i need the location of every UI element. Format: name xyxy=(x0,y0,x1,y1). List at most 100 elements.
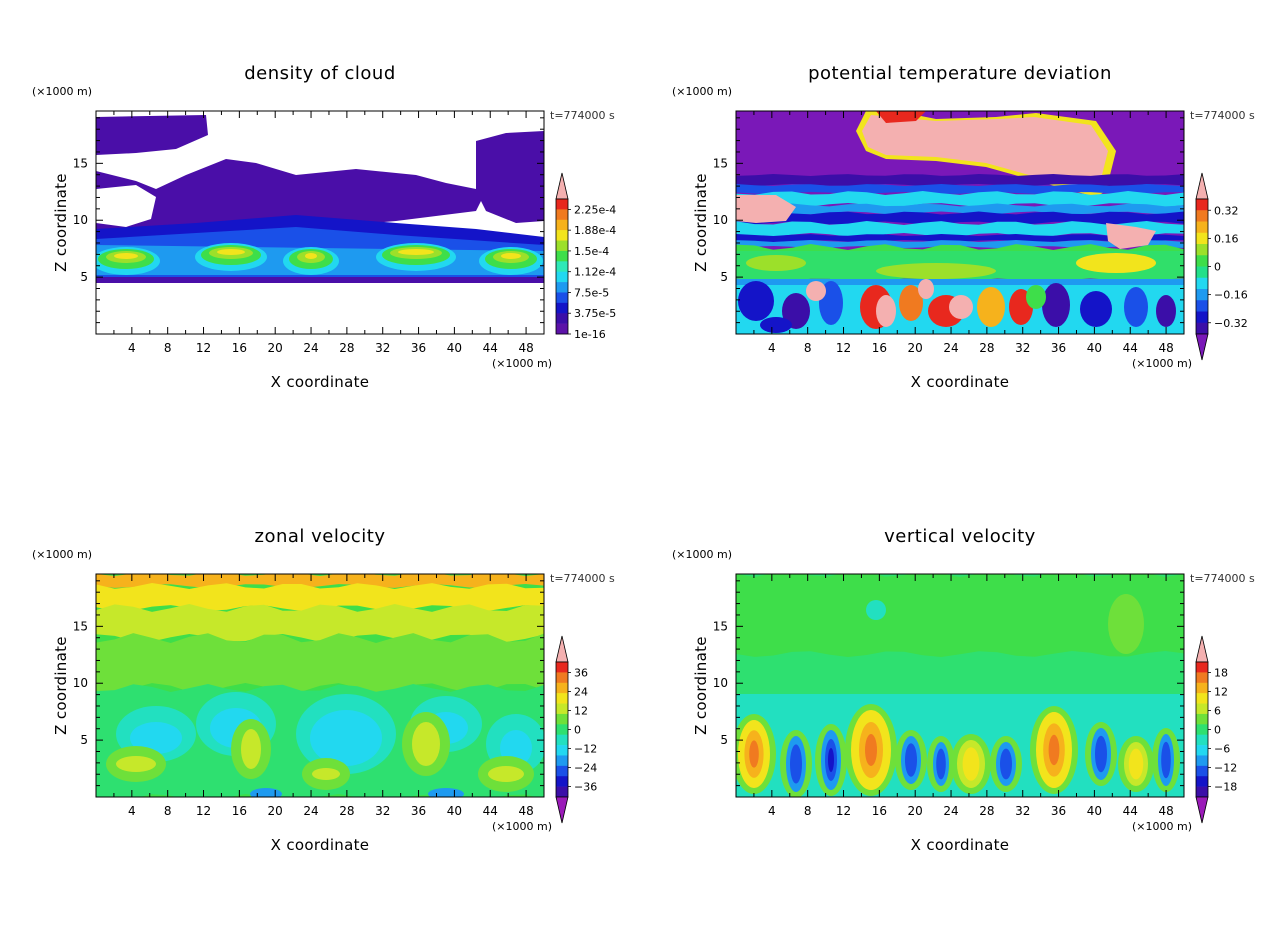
colorbar-segment xyxy=(1196,755,1208,767)
panel-2: potential temperature deviation (×1000 m)… xyxy=(672,63,1255,391)
plot-frame xyxy=(95,573,545,798)
x-tick-label: 32 xyxy=(1015,804,1030,818)
colorbar: 2.25e-4 1.88e-4 1.5e-4 1.12e-4 7.5e-5 3.75e-5… xyxy=(555,172,616,341)
colorbar-label: 1e-16 xyxy=(574,328,606,341)
panel-4: vertical velocity (×1000 m) t=774000 s 4 8 12… xyxy=(672,526,1255,854)
colorbar-segment xyxy=(556,682,568,694)
time-label: t=774000 s xyxy=(550,572,615,585)
colorbar-segment xyxy=(1196,745,1208,756)
y-tick-label: 10 xyxy=(73,676,88,690)
colorbar-segment xyxy=(556,755,568,767)
x-tick-label: 28 xyxy=(339,804,354,818)
colorbar-label: 12 xyxy=(1214,685,1228,698)
y-tick-label: 10 xyxy=(73,213,88,227)
colorbar-segment xyxy=(556,323,568,335)
x-tick-label: 20 xyxy=(908,804,923,818)
time-label: t=774000 s xyxy=(1190,572,1255,585)
colorbar: 0.32 0.16 0 −0.16 −0.32 xyxy=(1195,172,1248,361)
colorbar-segment xyxy=(1196,713,1208,725)
y-axis-unit: (×1000 m) xyxy=(32,85,92,98)
x-tick-label: 32 xyxy=(1015,341,1030,355)
x-tick-label: 16 xyxy=(872,341,887,355)
x-tick-label: 12 xyxy=(196,804,211,818)
colorbar-segment xyxy=(556,693,568,704)
colorbar-label: −12 xyxy=(1214,762,1237,775)
colorbar-segment xyxy=(556,776,568,787)
x-tick-label: 44 xyxy=(483,804,498,818)
colorbar-segment xyxy=(556,199,568,210)
colorbar-label: 1.5e-4 xyxy=(574,245,609,258)
colorbar-label: 12 xyxy=(574,704,588,717)
colorbar-label: −12 xyxy=(574,743,597,756)
colorbar-label: 2.25e-4 xyxy=(574,203,616,216)
colorbar-label: 6 xyxy=(1214,704,1221,717)
heatmap-field xyxy=(736,574,1184,797)
chart-title: vertical velocity xyxy=(884,526,1036,547)
x-tick-label: 12 xyxy=(836,341,851,355)
colorbar-label: 1.12e-4 xyxy=(574,266,616,279)
colorbar: 18 12 6 0 −6 −12 −18 xyxy=(1195,635,1237,824)
colorbar-label: 7.5e-5 xyxy=(574,286,609,299)
colorbar-extend-min xyxy=(555,796,569,824)
y-tick-label: 5 xyxy=(720,270,728,284)
x-tick-label: 36 xyxy=(411,804,426,818)
colorbar-label: 0 xyxy=(1214,261,1221,274)
x-tick-label: 36 xyxy=(1051,804,1066,818)
colorbar-segment xyxy=(1196,662,1208,673)
y-axis-label: Z coordinate xyxy=(52,173,70,272)
x-tick-label: 44 xyxy=(1123,804,1138,818)
colorbar-segment xyxy=(1196,682,1208,694)
y-axis-label: Z coordinate xyxy=(692,173,710,272)
colorbar-label: −6 xyxy=(1214,743,1230,756)
y-axis-unit: (×1000 m) xyxy=(672,548,732,561)
y-axis-label: Z coordinate xyxy=(52,636,70,735)
colorbar-segment xyxy=(1196,232,1208,245)
colorbar-extend-min xyxy=(1195,796,1209,824)
colorbar-segment xyxy=(1196,221,1208,234)
colorbar-segment xyxy=(1196,255,1208,267)
colorbar-extend-max xyxy=(1195,172,1209,200)
colorbar-label: 24 xyxy=(574,685,588,698)
x-tick-label: 28 xyxy=(979,804,994,818)
colorbar-segment xyxy=(556,302,568,314)
colorbar-segment xyxy=(556,219,568,231)
colorbar: 36 24 12 0 −12 −24 −36 xyxy=(555,635,597,824)
colorbar-extend-max xyxy=(555,172,569,200)
panel-3: zonal velocity(×1000 m)t=774000 s4 8 12 16 2… xyxy=(32,526,615,854)
x-tick-label: 44 xyxy=(1123,341,1138,355)
colorbar-label: 0.16 xyxy=(1214,232,1239,245)
colorbar-segment xyxy=(556,292,568,304)
colorbar-segment xyxy=(1196,244,1208,256)
plot-frame xyxy=(735,573,1185,798)
y-tick-label: 10 xyxy=(713,676,728,690)
x-tick-label: 24 xyxy=(303,341,318,355)
heatmap-field xyxy=(96,111,544,334)
x-tick-label: 16 xyxy=(232,341,247,355)
x-tick-label: 40 xyxy=(1087,341,1102,355)
colorbar-segment xyxy=(1196,693,1208,704)
x-tick-label: 48 xyxy=(1158,804,1173,818)
colorbar-extend-max xyxy=(555,635,569,663)
x-tick-label: 20 xyxy=(908,341,923,355)
colorbar-segment xyxy=(1196,210,1208,222)
colorbar-segment xyxy=(556,261,568,272)
colorbar-segment xyxy=(1196,300,1208,312)
colorbar-label: −36 xyxy=(574,781,597,794)
colorbar-segment xyxy=(1196,724,1208,735)
x-tick-label: 4 xyxy=(128,804,136,818)
colorbar-segment xyxy=(556,734,568,746)
x-axis-unit: (×1000 m) xyxy=(492,820,552,833)
colorbar-label: 0 xyxy=(1214,724,1221,737)
colorbar-segment xyxy=(1196,703,1208,715)
colorbar-segment xyxy=(1196,199,1208,211)
x-tick-label: 16 xyxy=(232,804,247,818)
colorbar-segment xyxy=(556,209,568,221)
colorbar-label: 0 xyxy=(574,724,581,737)
x-tick-label: 48 xyxy=(1158,341,1173,355)
colorbar-segment xyxy=(1196,672,1208,684)
colorbar-segment xyxy=(556,672,568,684)
time-label: t=774000 s xyxy=(1190,109,1255,122)
colorbar-label: 1.88e-4 xyxy=(574,224,616,237)
colorbar-segment xyxy=(556,713,568,725)
colorbar-segment xyxy=(556,786,568,798)
